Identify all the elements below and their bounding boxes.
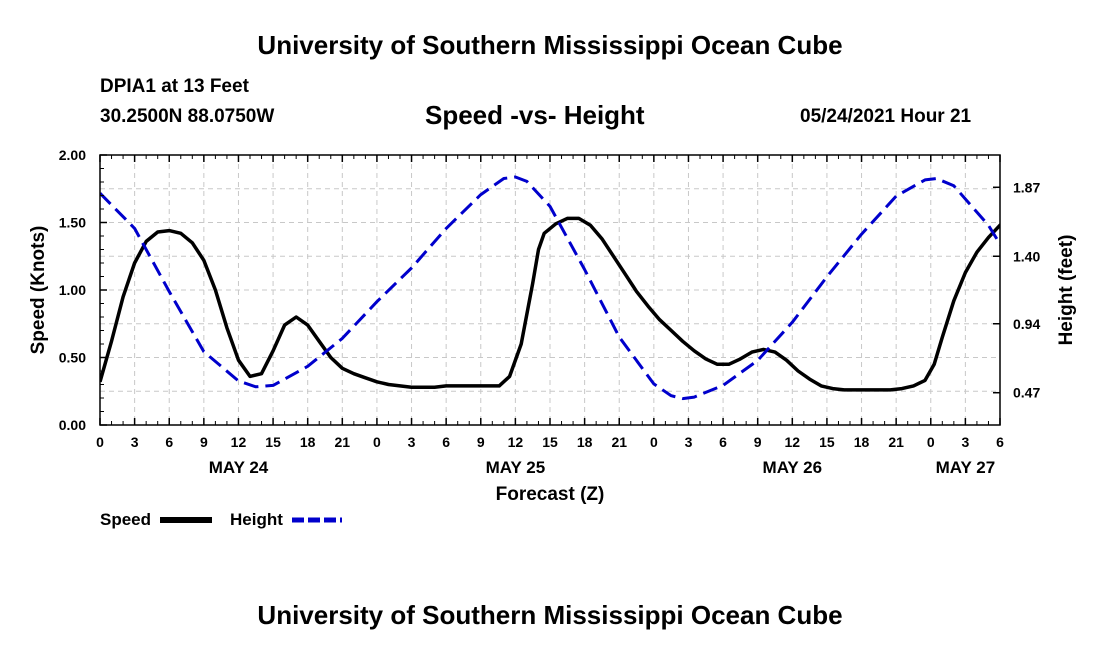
x-tick-label: 0 <box>927 434 935 450</box>
y2-tick-label: 1.87 <box>1013 179 1040 195</box>
x-tick-label: 3 <box>961 434 969 450</box>
x-tick-label: 15 <box>265 434 281 450</box>
x-tick-label: 18 <box>854 434 870 450</box>
x-tick-label: 9 <box>200 434 208 450</box>
series-layer <box>100 175 1000 401</box>
y-tick-label: 1.50 <box>59 215 86 231</box>
date-label: MAY 25 <box>486 458 546 477</box>
grid <box>100 155 1000 425</box>
coordinates-label: 30.2500N 88.0750W <box>100 106 275 127</box>
y-tick-label: 2.00 <box>59 147 86 163</box>
x-tick-label: 3 <box>685 434 693 450</box>
bottom-title: University of Southern Mississippi Ocean… <box>257 600 843 630</box>
axes: 0 3 6 9 12 15 18 21 0 3 6 9 12 15 18 21 0 3 6 9 12 15 18 21 0 3 6M… <box>28 147 1077 505</box>
x-tick-label: 18 <box>300 434 316 450</box>
x-tick-label: 9 <box>477 434 485 450</box>
legend-label-height: Height <box>230 510 283 529</box>
legend-label-speed: Speed <box>100 510 151 529</box>
x-tick-label: 21 <box>888 434 904 450</box>
y2-tick-label: 0.47 <box>1013 385 1040 401</box>
x-tick-label: 6 <box>442 434 450 450</box>
date-label: MAY 24 <box>209 458 269 477</box>
y-axis-label: Speed (Knots) <box>28 226 49 355</box>
y2-axis-label: Height (feet) <box>1056 235 1077 346</box>
x-axis-label: Forecast (Z) <box>496 484 605 505</box>
x-tick-label: 6 <box>719 434 727 450</box>
station-label: DPIA1 at 13 Feet <box>100 76 249 97</box>
x-tick-label: 9 <box>754 434 762 450</box>
x-tick-label: 21 <box>611 434 627 450</box>
x-tick-label: 15 <box>542 434 558 450</box>
height-series-line <box>100 175 1000 401</box>
y-tick-label: 1.00 <box>59 282 86 298</box>
date-label: MAY 26 <box>763 458 823 477</box>
y2-tick-label: 0.94 <box>1013 316 1040 332</box>
x-tick-label: 0 <box>650 434 658 450</box>
chart-subtitle: Speed -vs- Height <box>425 100 645 130</box>
x-tick-label: 3 <box>131 434 139 450</box>
x-tick-label: 18 <box>577 434 593 450</box>
x-tick-label: 21 <box>335 434 351 450</box>
speed-series-line <box>100 216 1000 392</box>
y-tick-label: 0.00 <box>59 417 86 433</box>
x-tick-label: 6 <box>165 434 173 450</box>
x-tick-label: 0 <box>96 434 104 450</box>
y2-tick-label: 1.40 <box>1013 248 1040 264</box>
x-tick-label: 12 <box>508 434 524 450</box>
top-title: University of Southern Mississippi Ocean… <box>257 30 843 60</box>
date-label: MAY 27 <box>936 458 996 477</box>
y-tick-label: 0.50 <box>59 350 86 366</box>
legend: Speed Height <box>100 510 342 529</box>
x-tick-label: 15 <box>819 434 835 450</box>
x-tick-label: 3 <box>408 434 416 450</box>
x-tick-label: 12 <box>231 434 247 450</box>
forecast-datetime: 05/24/2021 Hour 21 <box>800 106 972 127</box>
x-tick-label: 0 <box>373 434 381 450</box>
x-tick-label: 6 <box>996 434 1004 450</box>
x-tick-label: 12 <box>785 434 801 450</box>
